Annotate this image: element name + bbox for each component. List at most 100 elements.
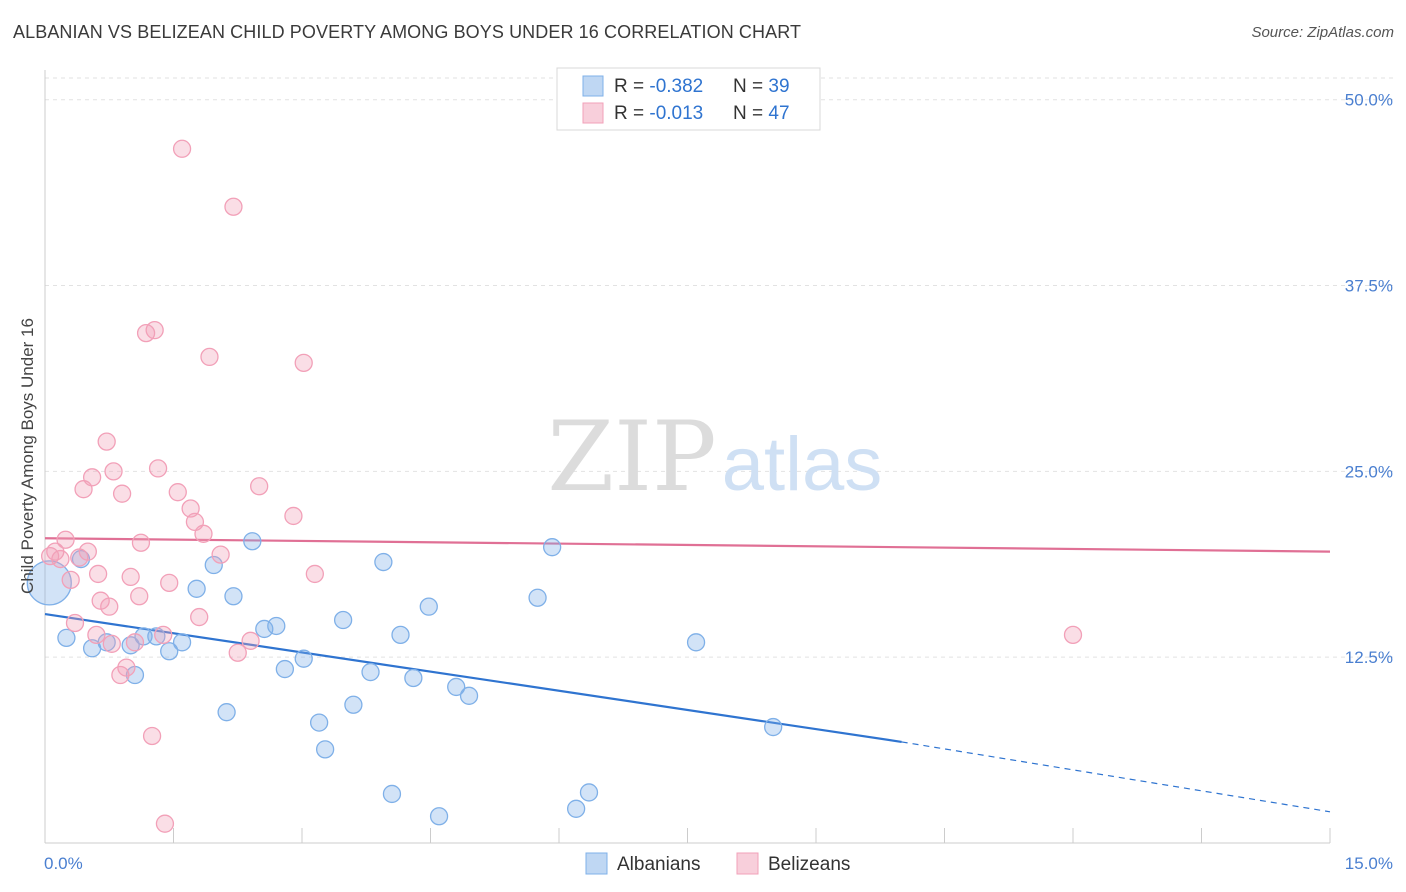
legend-stats-swatch-1: [582, 102, 604, 124]
r-label: R =: [614, 76, 649, 97]
albanian-point-32: [459, 686, 479, 705]
belizean-point-32: [172, 139, 192, 158]
belizean-point-31: [168, 483, 187, 502]
albanian-point-30: [429, 807, 449, 826]
albanian-point-21: [315, 740, 335, 759]
albanian-point-35: [566, 799, 586, 818]
n-value: 47: [768, 103, 789, 124]
belizean-point-14: [100, 597, 119, 616]
belizean-point-8: [78, 542, 97, 561]
albanian-point-36: [579, 783, 599, 802]
albanian-point-33: [528, 588, 547, 607]
belizean-point-39: [224, 197, 243, 216]
albanian-point-34: [542, 538, 562, 557]
belizean-point-15: [102, 634, 121, 653]
belizean-point-10: [87, 625, 106, 645]
r-value: -0.013: [649, 103, 703, 124]
albanian-trend-extension: [901, 741, 1331, 813]
albanian-point-7: [147, 627, 166, 646]
belizean-point-27: [148, 459, 168, 478]
legend-label-belizeans: Belizeans: [768, 854, 850, 875]
albanian-point-26: [391, 625, 410, 645]
legend-swatch-belizeans: [736, 852, 759, 875]
n-label: N =: [733, 76, 768, 97]
belizean-point-26: [145, 320, 164, 340]
belizean-point-11: [88, 564, 108, 584]
belizean-point-9: [82, 468, 102, 487]
albanian-point-15: [255, 619, 274, 639]
data-points: [26, 139, 1083, 833]
r-value: -0.382: [649, 76, 703, 97]
legend-stats-swatch-0: [582, 75, 604, 97]
albanian-point-27: [382, 784, 402, 804]
albanian-point-23: [344, 695, 363, 714]
belizean-point-16: [104, 462, 123, 481]
albanian-point-16: [267, 616, 286, 636]
y-tick-label-2: 37.5%: [1345, 277, 1393, 296]
belizean-point-17: [111, 665, 130, 685]
r-label: R =: [614, 103, 649, 124]
legend-stats: R = -0.382 N = 39 R = -0.013 N = 47: [556, 67, 821, 131]
albanian-point-29: [419, 597, 438, 616]
belizean-point-40: [228, 643, 247, 662]
axes: [44, 70, 1331, 844]
legend-stats-row-0: R = -0.382 N = 39: [614, 76, 790, 97]
belizean-point-21: [125, 633, 145, 652]
albanian-point-38: [764, 717, 783, 737]
belizean-point-42: [250, 477, 269, 496]
legend-series: Albanians Belizeans: [585, 852, 850, 875]
albanian-point-24: [361, 662, 380, 682]
belizean-point-35: [190, 607, 209, 627]
belizean-trend-line: [44, 537, 1331, 553]
belizean-point-46: [1063, 625, 1083, 645]
n-label: N =: [733, 103, 768, 124]
grid-lines: [45, 77, 1395, 658]
source-credit: Source: ZipAtlas.com: [1251, 24, 1394, 41]
belizean-point-23: [131, 533, 151, 552]
belizean-point-44: [294, 353, 313, 372]
watermark-zip: ZIP: [547, 401, 716, 513]
x-tick-label-0: 0.0%: [44, 854, 83, 873]
belizean-point-37: [200, 347, 219, 367]
x-tick-labels: 0.0% 15.0%: [44, 854, 1393, 873]
legend-swatch-albanians: [585, 852, 608, 875]
y-axis-label: Child Poverty Among Boys Under 16: [18, 318, 37, 594]
belizean-point-38: [211, 545, 230, 564]
belizean-point-41: [241, 631, 260, 650]
belizean-point-25: [142, 726, 162, 746]
belizean-point-36: [194, 524, 213, 543]
belizean-point-22: [130, 587, 149, 606]
legend-label-albanians: Albanians: [617, 854, 700, 875]
watermark: ZIP atlas: [547, 401, 882, 513]
albanian-point-37: [686, 633, 706, 652]
belizean-point-18: [112, 484, 132, 503]
albanian-point-13: [224, 587, 243, 606]
albanian-point-22: [333, 610, 353, 630]
watermark-atlas: atlas: [722, 422, 883, 507]
legend-stats-row-1: R = -0.013 N = 47: [614, 103, 790, 124]
y-tick-label-0: 12.5%: [1345, 648, 1393, 667]
trend-lines: [44, 537, 1331, 813]
belizean-point-20: [121, 567, 140, 587]
belizean-point-3: [56, 530, 75, 549]
albanian-point-17: [217, 703, 236, 722]
albanian-point-25: [374, 552, 393, 572]
x-tick-label-1: 15.0%: [1345, 854, 1393, 873]
chart-title: ALBANIAN VS BELIZEAN CHILD POVERTY AMONG…: [13, 22, 802, 42]
albanian-point-1: [57, 628, 76, 648]
albanian-point-20: [309, 713, 329, 732]
belizean-point-30: [160, 573, 179, 593]
albanian-point-31: [447, 677, 466, 697]
y-tick-label-3: 50.0%: [1345, 91, 1393, 110]
belizean-point-43: [284, 506, 303, 526]
albanian-point-28: [404, 668, 423, 688]
n-value: 39: [768, 76, 789, 97]
albanian-point-12: [204, 555, 223, 575]
belizean-point-5: [65, 613, 85, 633]
y-tick-label-1: 25.0%: [1345, 462, 1393, 481]
belizean-point-13: [97, 432, 116, 451]
belizean-point-29: [155, 814, 175, 833]
albanian-point-9: [172, 633, 192, 652]
albanian-point-14: [243, 532, 262, 551]
